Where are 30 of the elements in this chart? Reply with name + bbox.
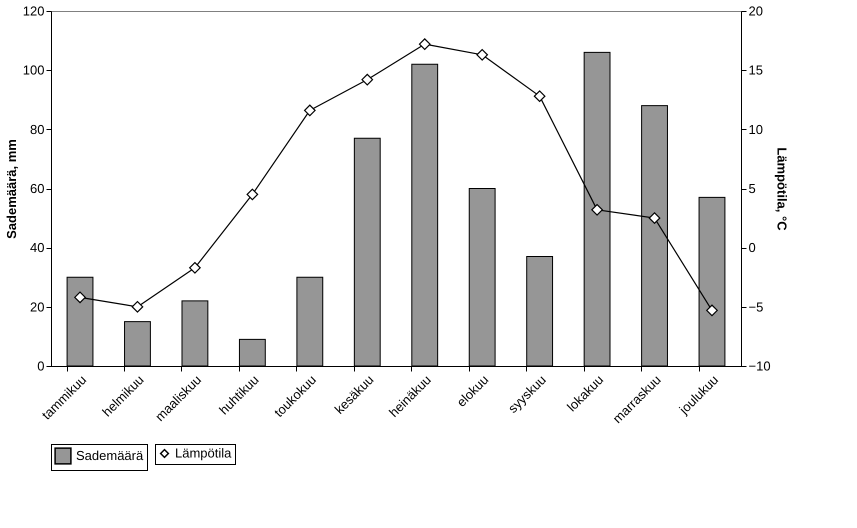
- y-tick-label: 20: [30, 299, 44, 314]
- point: [361, 74, 374, 86]
- point: [476, 48, 488, 61]
- legend-label: Sademäärä: [76, 448, 144, 463]
- point: [189, 262, 201, 274]
- y-tick-label: 120: [22, 4, 44, 18]
- y2-tick-label: −5: [748, 299, 764, 314]
- point: [706, 304, 718, 316]
- y2-axis-title: Lämpötila, °C: [774, 147, 790, 232]
- y2-tick-label: 20: [748, 4, 763, 18]
- y-tick-label: 40: [30, 240, 44, 256]
- point: [418, 38, 431, 50]
- y-tick-label: 100: [22, 62, 44, 78]
- point: [304, 104, 316, 116]
- point: [132, 300, 144, 313]
- point: [74, 292, 86, 304]
- y2-tick-label: 5: [748, 181, 756, 196]
- y-tick-label: 0: [37, 358, 44, 374]
- y2-tick-label: 15: [748, 62, 763, 78]
- point: [246, 188, 258, 200]
- y-tick-label: 80: [30, 122, 44, 137]
- y2-tick-label: 10: [748, 122, 763, 137]
- y2-tick-label: −10: [748, 358, 771, 374]
- point: [591, 204, 603, 216]
- point: [648, 212, 660, 224]
- legend-label: Lämpötila: [175, 446, 232, 460]
- y2-tick-label: 0: [748, 240, 756, 256]
- y-tick-label: 60: [30, 181, 44, 196]
- point: [534, 90, 546, 102]
- y-axis-title: Sademäärä, mm: [4, 139, 19, 239]
